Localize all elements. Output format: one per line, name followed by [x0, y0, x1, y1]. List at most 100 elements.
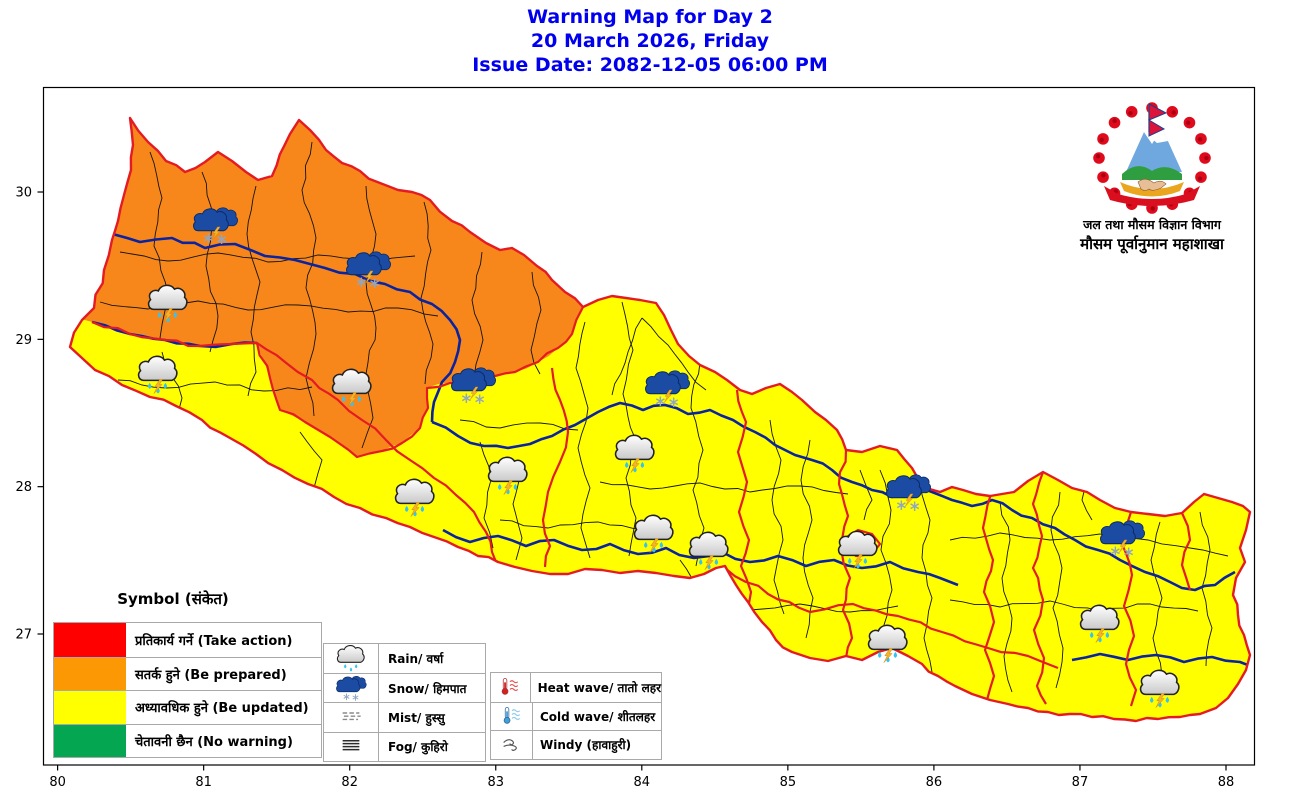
district-boundary [301, 141, 317, 417]
district-boundary [499, 519, 646, 531]
legend-label-take-action: प्रतिकार्य गर्ने (Take action) [135, 633, 293, 649]
district-boundary [420, 201, 434, 385]
symbol-icon-cell [324, 644, 379, 674]
weather-symbol-legend-right: Heat wave/ तातो लहर Cold wave/ शीतलहर Wind… [490, 672, 662, 760]
legend-label-be-prepared: सतर्क हुने (Be prepared) [135, 667, 287, 683]
symbol-icon-cell [491, 731, 533, 759]
legend-label-be-updated: अध्यावधिक हुने (Be updated) [135, 701, 309, 717]
x-tick-label: 88 [1218, 775, 1235, 790]
legend-row-be-prepared: सतर्क हुने (Be prepared) [54, 656, 321, 690]
basin-boundary [431, 401, 1236, 592]
symbol-row-mist: Mist/ हुस्सु [324, 702, 485, 732]
legend-row-take-action: प्रतिकार्य गर्ने (Take action) [54, 623, 321, 657]
symbol-row-rain: Rain/ वर्षा [324, 644, 485, 674]
y-tick-label: 28 [15, 480, 32, 495]
province-boundary [724, 567, 1059, 670]
x-tick-label: 80 [49, 775, 66, 790]
nepal-flag-icon [1147, 103, 1168, 137]
heat-icon [501, 677, 519, 695]
emblem-handshake [1137, 178, 1167, 191]
province-boundary [91, 306, 584, 459]
legend-row-no-warning: चेतावनी छैन (No warning) [54, 723, 321, 757]
district-boundary [769, 419, 785, 615]
wind-icon [502, 739, 517, 752]
province-boundary [541, 367, 570, 568]
nepal-international-border [68, 116, 1252, 723]
warning-level-legend: प्रतिकार्य गर्ने (Take action) सतर्क हुने… [53, 622, 322, 758]
district-boundary [1150, 521, 1163, 677]
color-swatch-be-prepared [54, 657, 126, 690]
color-swatch-no-warning [54, 724, 126, 757]
x-tick-label: 85 [780, 775, 797, 790]
symbol-row-heat: Heat wave/ तातो लहर [491, 673, 661, 702]
symbol-icon-cell [324, 732, 379, 761]
district-boundary [621, 301, 637, 557]
province-boundary [1031, 471, 1047, 705]
x-tick-label: 87 [1072, 775, 1089, 790]
province-boundary [1180, 512, 1192, 591]
legend-title: Symbol (संकेत) [117, 590, 229, 608]
district-boundary [949, 599, 1199, 612]
emblem-mountain [1126, 128, 1182, 172]
symbol-label-mist: Mist/ हुस्सु [388, 710, 445, 725]
district-boundary [859, 469, 873, 521]
dhm-logo-emblem [1093, 102, 1211, 214]
snow-icon [333, 675, 369, 702]
axis-ticks: 80 81 82 83 84 85 86 87 88 27 28 29 30 [15, 186, 1234, 790]
district-boundary [512, 469, 523, 561]
district-boundary [999, 501, 1013, 693]
logo-department-name: जल तथा मौसम विज्ञान विभाग [1083, 217, 1221, 232]
symbol-icon-cell [324, 674, 379, 703]
symbol-label-rain: Rain/ वर्षा [388, 652, 444, 667]
x-tick-label: 84 [634, 775, 651, 790]
rain-icon [333, 645, 369, 672]
issue-date: Issue Date: 2082-12-05 06:00 PM [472, 54, 828, 76]
symbol-label-wind: Windy (हावाहुरी) [540, 738, 632, 753]
district-boundary [1050, 491, 1064, 689]
symbol-icon-cell [491, 673, 531, 702]
emblem-hills [1122, 166, 1182, 180]
district-boundary [919, 481, 933, 673]
district-boundary [459, 419, 579, 431]
x-tick-label: 81 [195, 775, 212, 790]
province-boundary [978, 461, 996, 701]
legend-label-no-warning: चेतावनी छैन (No warning) [135, 734, 293, 750]
district-boundary [479, 441, 494, 549]
province-boundary [256, 342, 498, 563]
basin-boundary [1071, 652, 1250, 669]
district-boundary [201, 171, 219, 353]
y-tick-label: 27 [15, 628, 32, 643]
x-tick-label: 86 [926, 775, 943, 790]
symbol-row-cold: Cold wave/ शीतलहर [491, 701, 661, 731]
fog-icon [341, 740, 361, 751]
symbol-row-wind: Windy (हावाहुरी) [491, 730, 661, 759]
district-boundary [471, 251, 484, 378]
color-swatch-be-updated [54, 691, 126, 724]
district-boundary [641, 317, 707, 391]
district-boundary [690, 361, 705, 567]
logo-division-name: मौसम पूर्वानुमान महाशाखा [1080, 235, 1224, 253]
emblem-snowcap [1144, 128, 1168, 143]
symbol-row-fog: Fog/ कुहिरो [324, 731, 485, 761]
x-tick-label: 82 [341, 775, 358, 790]
district-boundary [599, 481, 849, 495]
symbol-label-heat: Heat wave/ तातो लहर [537, 680, 661, 695]
weather-symbol-legend-left: Rain/ वर्षा Snow/ हिमपात Mist/ हुस्सु Fog/ … [323, 643, 486, 762]
symbol-icon-cell [324, 703, 379, 732]
district-boundary [246, 185, 261, 397]
district-boundary [361, 185, 377, 449]
symbol-label-cold: Cold wave/ शीतलहर [540, 709, 656, 724]
map-header: Warning Map for Day 2 20 March 2026, Fri… [0, 5, 1300, 77]
legend-row-be-updated: अध्यावधिक हुने (Be updated) [54, 690, 321, 724]
symbol-label-snow: Snow/ हिमपात [388, 681, 467, 696]
x-tick-label: 83 [487, 775, 504, 790]
y-tick-label: 29 [15, 333, 32, 348]
cold-icon [503, 706, 520, 724]
symbol-icon-cell [491, 702, 533, 731]
valid-date: 20 March 2026, Friday [530, 30, 770, 52]
emblem-ribbon [1104, 186, 1200, 206]
color-swatch-take-action [54, 623, 126, 657]
symbol-label-fog: Fog/ कुहिरो [388, 740, 448, 755]
page-title: Warning Map for Day 2 [527, 6, 773, 28]
